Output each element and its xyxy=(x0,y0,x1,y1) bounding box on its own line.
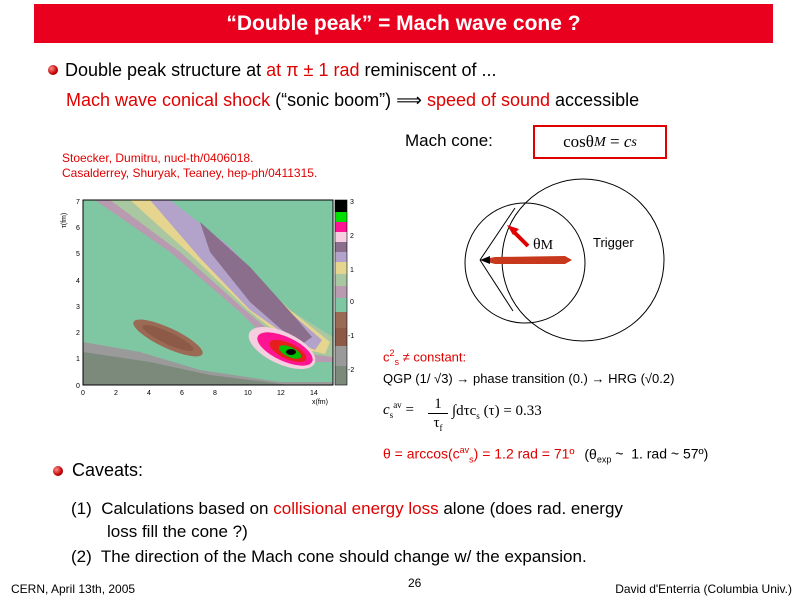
fraction: 1 τf xyxy=(428,395,448,437)
colorbar-tick: -1 xyxy=(348,333,354,340)
bullet-icon xyxy=(53,466,63,476)
avg-c: c xyxy=(383,402,390,418)
y-axis-label: τ(fm) xyxy=(61,213,68,228)
formula-sub-s: s xyxy=(631,133,637,150)
footer-author: David d'Enterria (Columbia Univ.) xyxy=(615,582,792,596)
implies-icon: ⟹ xyxy=(396,90,422,110)
theta-m-label: θ xyxy=(533,236,541,253)
formula-cos: cos xyxy=(563,132,586,151)
mach-cone-label: Mach cone: xyxy=(405,131,493,150)
theta-exp-tail: ~ 1. rad ~ 57º) xyxy=(611,445,709,462)
x-tick: 14 xyxy=(310,390,318,397)
theta-result-sub: s xyxy=(469,454,474,465)
colorbar-tick: 1 xyxy=(350,267,354,274)
caveat-1-prefix: (1) Calculations based on xyxy=(71,499,274,518)
fraction-denominator: τ xyxy=(433,415,440,431)
y-tick: 3 xyxy=(76,304,80,311)
c2s-sub: s xyxy=(394,356,400,367)
page-number: 26 xyxy=(408,576,422,590)
speed-of-sound-text: speed of sound xyxy=(421,90,551,110)
caveats-heading: Caveats: xyxy=(72,460,144,480)
theta-result-text: θ = arccos(c xyxy=(383,445,460,462)
colorbar-tick: -2 xyxy=(348,367,354,374)
colorbar-tick: 2 xyxy=(350,233,354,240)
formula-sub-m: M xyxy=(593,133,606,150)
svg-text:θM: θM xyxy=(533,236,554,253)
integral-expression: ∫dτcs (τ) = 0.33 xyxy=(452,403,542,421)
bullet-1-highlight: at π ± 1 rad xyxy=(266,60,360,80)
theta-arrow xyxy=(511,229,530,248)
colorbar-tick: 0 xyxy=(350,299,354,306)
caveat-1-suffix: alone (does rad. energy xyxy=(438,499,623,518)
x-tick: 10 xyxy=(244,390,252,397)
formula-theta: θ xyxy=(585,132,594,151)
x-tick: 8 xyxy=(213,390,217,397)
integral: ∫dτc xyxy=(452,403,477,419)
bullet-line-2: Mach wave conical shock (“sonic boom”) ⟹… xyxy=(66,90,639,111)
caveat-1-continuation: loss fill the cone ?) xyxy=(107,522,248,541)
x-tick: 6 xyxy=(180,390,184,397)
y-tick: 5 xyxy=(76,251,80,258)
hydro-contour-plot: 7 6 5 4 3 2 1 0 0 2 4 6 8 10 12 14 x(fm)… xyxy=(61,199,354,406)
qgp-transition-note: QGP (1/ √3) → phase transition (0.) → HR… xyxy=(383,371,675,386)
theta-m-sub: M xyxy=(541,238,554,253)
caveat-1: (1) Calculations based on collisional en… xyxy=(71,499,623,519)
x-tick: 0 xyxy=(81,390,85,397)
fraction-numerator: 1 xyxy=(428,395,448,414)
mach-shock-text: Mach wave conical shock xyxy=(66,90,271,110)
y-tick: 6 xyxy=(76,225,80,232)
x-axis-label: x(fm) xyxy=(312,399,328,406)
y-tick: 7 xyxy=(76,199,80,206)
x-tick: 12 xyxy=(277,390,285,397)
sonic-boom-text: (“sonic boom”) xyxy=(270,90,397,110)
trigger-label: Trigger xyxy=(593,235,634,250)
bullet-line-1: Double peak structure at at π ± 1 rad re… xyxy=(65,60,497,81)
theta-result-sup: av xyxy=(459,445,470,455)
c2s-sup: 2 xyxy=(389,348,395,358)
y-tick: 2 xyxy=(76,330,80,337)
trigger-jet xyxy=(480,256,572,264)
theta-result-tail: ) = 1.2 rad = 71º xyxy=(473,445,575,462)
colorbar-tick: 3 xyxy=(350,199,354,206)
theta-exp-sub: exp xyxy=(596,454,612,465)
avg-eq: = xyxy=(401,402,418,418)
reference-2: Casalderrey, Shuryak, Teaney, hep-ph/041… xyxy=(62,166,318,180)
avg-sound-speed-formula: csav = xyxy=(383,400,418,420)
x-tick: 2 xyxy=(114,390,118,397)
avg-sub: s xyxy=(389,410,394,420)
avg-sup: av xyxy=(393,400,402,410)
theta-exp: (θ xyxy=(584,445,597,462)
fraction-den-sub: f xyxy=(439,423,443,433)
y-tick: 0 xyxy=(76,383,80,390)
footer-date: CERN, April 13th, 2005 xyxy=(11,582,136,596)
bullet-1-prefix: Double peak structure at xyxy=(65,60,267,80)
colorbar xyxy=(334,199,348,386)
accessible-text: accessible xyxy=(550,90,640,110)
c2s-symbol: c xyxy=(383,349,390,365)
caveat-2: (2) The direction of the Mach cone shoul… xyxy=(71,547,587,566)
y-tick: 1 xyxy=(76,356,80,363)
integral-tail: (τ) = 0.33 xyxy=(479,403,542,419)
integral-sub: s xyxy=(476,411,480,421)
bullet-1-suffix: reminiscent of ... xyxy=(359,60,497,80)
theta-result: θ = arccos(cavs) = 1.2 rad = 71º (θexp ~… xyxy=(383,445,708,464)
mach-cone-diagram: θM Trigger xyxy=(464,178,665,342)
bullet-icon xyxy=(48,65,58,75)
slide-title: “Double peak” = Mach wave cone ? xyxy=(34,4,773,43)
sound-speed-note: c2s ≠ constant: xyxy=(383,348,466,367)
x-tick: 4 xyxy=(147,390,151,397)
y-tick: 4 xyxy=(76,278,80,285)
formula-c: c xyxy=(623,132,632,151)
reference-1: Stoecker, Dumitru, nucl-th/0406018. xyxy=(62,151,254,165)
formula-equals: = xyxy=(605,132,624,151)
c2s-text: ≠ constant: xyxy=(399,349,467,365)
caveat-1-highlight: collisional energy loss xyxy=(273,499,439,518)
